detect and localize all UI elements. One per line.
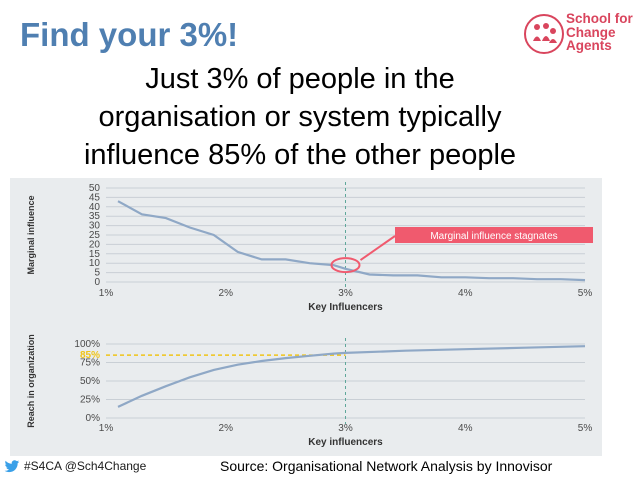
chart-panel: 50 45 40 35 30 25 20 15 10 5 0 1% 2% 3% 4% 5% Key Influe…: [10, 178, 602, 456]
y-tick-label-0: 25: [89, 230, 101, 241]
x-tick-label-0: 2%: [219, 288, 234, 299]
y-tick-label-0: 45: [89, 192, 101, 203]
logo-line-2: Change: [566, 24, 616, 40]
y-tick-label-0: 0: [94, 277, 100, 288]
subtitle-line-3: influence 85% of the other people: [83, 139, 517, 171]
y-tick-label-0: 35: [89, 211, 101, 222]
y-tick-label-0: 30: [89, 221, 101, 232]
x-tick-label-1: 3%: [338, 423, 353, 434]
y-tick-label-1: 85%: [80, 350, 100, 361]
y-axis-title-1: Reach in organization: [26, 334, 36, 428]
x-tick-label-0: 3%: [338, 288, 353, 299]
footer-hashtag: #S4CA @Sch4Change: [4, 459, 146, 473]
y-tick-label-0: 15: [89, 249, 101, 260]
y-tick-label-0: 40: [89, 202, 101, 213]
series-line-0-0: [117, 200, 586, 282]
y-axis-title-0: Marginal influence: [26, 195, 36, 274]
y-tick-label-1: 75%: [80, 358, 100, 369]
subtitle: Just 3% of people in the organisation or…: [0, 60, 600, 174]
headline: Find your 3%!: [20, 16, 239, 53]
logo-line-3: Agents: [566, 38, 612, 53]
footer-hashtag-text: #S4CA @Sch4Change: [24, 459, 147, 473]
y-tick-label-1: 25%: [80, 395, 100, 406]
annotation-box: [395, 227, 593, 243]
twitter-icon: [4, 460, 20, 473]
subtitle-line-2: organisation or system typically: [98, 101, 502, 133]
footer-source: Source: Organisational Network Analysis …: [220, 458, 553, 474]
x-tick-label-1: 1%: [99, 423, 114, 434]
y-tick-label-1: 50%: [80, 376, 100, 387]
x-axis-title-0: Key Influencers: [308, 302, 383, 313]
y-tick-label-0: 50: [89, 183, 101, 194]
logo-line-1: School for: [566, 11, 633, 26]
y-tick-label-0: 10: [89, 258, 101, 269]
x-tick-label-0: 1%: [99, 288, 114, 299]
annotation-arrow: [359, 235, 396, 261]
logo-text: School for Change Agents: [566, 12, 633, 53]
x-tick-label-0: 4%: [458, 288, 473, 299]
y-tick-label-0: 5: [94, 268, 100, 279]
y-tick-label-0: 20: [89, 239, 101, 250]
x-tick-label-1: 4%: [458, 423, 473, 434]
x-tick-label-0: 5%: [578, 288, 593, 299]
series-line-1-0: [117, 345, 586, 408]
y-tick-label-1: 0%: [86, 413, 101, 424]
school-for-change-agents-logo: [524, 14, 564, 54]
x-axis-title-1: Key influencers: [308, 437, 383, 448]
y-tick-label-1: 100%: [74, 339, 100, 350]
x-tick-label-1: 5%: [578, 423, 593, 434]
annotation-label: Marginal influence stagnates: [430, 231, 557, 242]
annotation-circle: [330, 257, 361, 274]
x-tick-label-1: 2%: [219, 423, 234, 434]
subtitle-line-1: Just 3% of people in the: [145, 63, 455, 95]
